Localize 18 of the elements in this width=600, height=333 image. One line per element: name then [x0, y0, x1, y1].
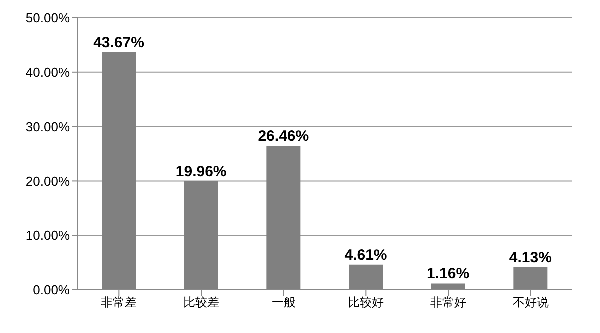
data-label: 19.96%	[176, 163, 227, 180]
y-tick-label: 0.00%	[33, 282, 70, 298]
data-label: 26.46%	[258, 128, 310, 146]
x-tick-label: 非常好	[430, 296, 466, 310]
data-label: 4.13%	[509, 250, 552, 267]
data-label: 43.67%	[94, 34, 144, 52]
x-tick-label: 一般	[272, 296, 296, 310]
x-tick-label: 不好说	[512, 296, 549, 310]
y-tick-label: 30.00%	[26, 119, 70, 134]
y-tick-label: 10.00%	[26, 228, 70, 244]
x-tick-label: 非常差	[101, 296, 138, 310]
data-label: 1.16%	[427, 266, 470, 283]
data-label: 4.61%	[344, 246, 388, 264]
y-tick-label: 20.00%	[26, 174, 70, 189]
y-tick-label: 40.00%	[26, 65, 70, 80]
x-tick-label: 比较好	[348, 296, 384, 310]
y-tick-label: 50.00%	[26, 10, 70, 26]
x-tick-label: 比较差	[184, 296, 220, 310]
